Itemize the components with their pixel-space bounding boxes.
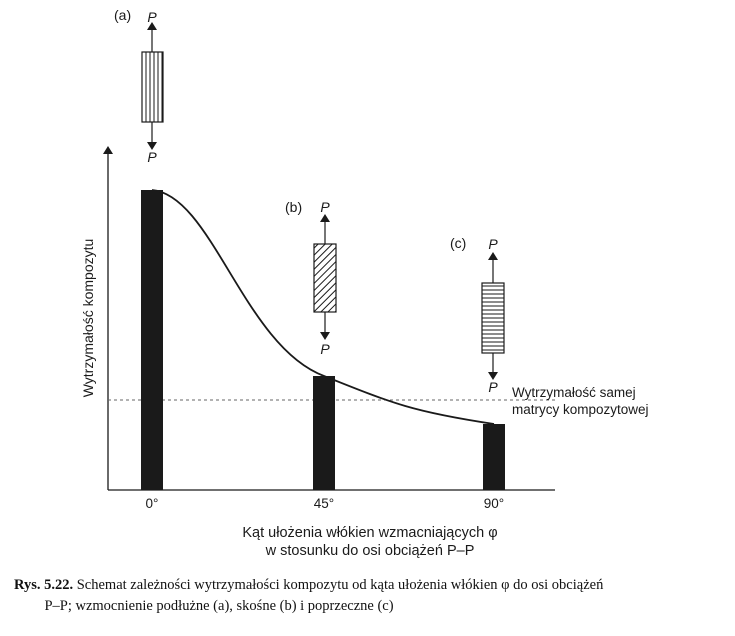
inset-b-load-bottom: P (320, 341, 330, 357)
matrix-label-line1: Wytrzymałość samej (512, 385, 636, 400)
bar-1 (313, 376, 335, 490)
bar-2 (483, 424, 505, 490)
inset-b: (b) P P (285, 199, 337, 357)
inset-c: (c) P P (450, 235, 505, 395)
y-axis-label: Wytrzymałość kompozytu (80, 239, 96, 398)
x-tick-labels: 0° 45° 90° (146, 496, 505, 511)
inset-c-specimen (481, 282, 505, 354)
inset-a: (a) P P (114, 7, 164, 165)
inset-c-load-bottom: P (488, 379, 498, 395)
inset-b-load-top: P (320, 199, 330, 215)
inset-b-specimen (313, 243, 337, 313)
caption-line1: Schemat zależności wytrzymałości kompozy… (76, 577, 604, 593)
figure-caption: Rys. 5.22. Schemat zależności wytrzymało… (14, 575, 724, 617)
x-tick-label-0: 0° (146, 496, 159, 511)
bar-0 (141, 190, 163, 490)
inset-a-specimen (141, 51, 164, 123)
caption-label: Rys. 5.22. (14, 577, 74, 593)
trend-curve (151, 189, 495, 425)
x-axis-label-line2: w stosunku do osi obciążeń P–P (265, 543, 475, 559)
x-tick-label-2: 90° (484, 496, 504, 511)
matrix-label-line2: matrycy kompozytowej (512, 402, 649, 417)
inset-b-tag: (b) (285, 199, 302, 215)
caption-line2: P–P; wzmocnienie podłużne (a), skośne (b… (44, 598, 394, 614)
inset-c-load-top: P (488, 236, 498, 252)
bar-group (141, 190, 505, 490)
inset-a-load-bottom: P (147, 149, 157, 165)
inset-c-tag: (c) (450, 235, 466, 251)
x-axis-label-line1: Kąt ułożenia włókien wzmacniających φ (242, 525, 497, 541)
x-tick-label-1: 45° (314, 496, 334, 511)
inset-a-tag: (a) (114, 7, 131, 23)
inset-a-load-top: P (147, 9, 157, 25)
